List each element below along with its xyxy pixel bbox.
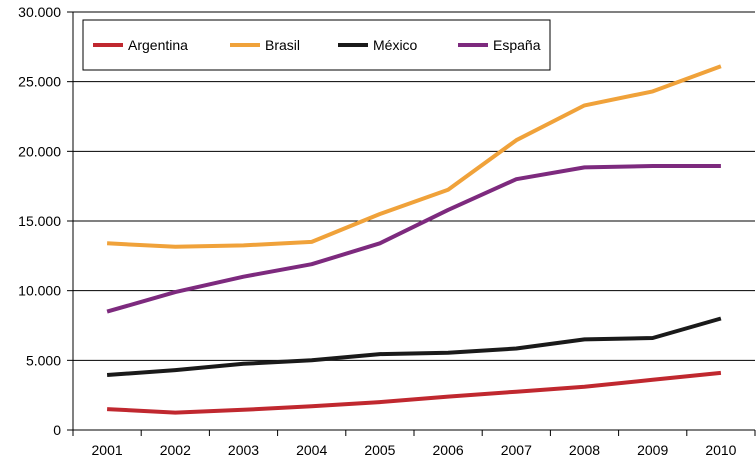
legend-label-españa: España (493, 37, 541, 53)
series-lines (106, 64, 722, 415)
legend-label-méxico: México (373, 37, 418, 53)
y-tick-label-3: 15.000 (18, 213, 61, 229)
y-tick-label-5: 25.000 (18, 74, 61, 90)
legend-label-brasil: Brasil (265, 37, 300, 53)
legend: Argentina Brasil México España (82, 19, 551, 71)
x-tick-label-2001: 2001 (92, 442, 123, 458)
axes (67, 11, 756, 436)
x-tick-label-2009: 2009 (637, 442, 668, 458)
x-tick-label-2002: 2002 (160, 442, 191, 458)
x-tick-label-2004: 2004 (296, 442, 327, 458)
y-tick-label-2: 10.000 (18, 283, 61, 299)
y-tick-label-6: 30.000 (18, 4, 61, 20)
series-line-méxico (106, 316, 722, 377)
series-line-españa (106, 164, 721, 314)
y-tick-label-4: 20.000 (18, 143, 61, 159)
x-tick-label-2008: 2008 (569, 442, 600, 458)
series-line-argentina (106, 370, 722, 415)
y-tick-label-1: 5.000 (26, 352, 61, 368)
x-tick-label-2006: 2006 (433, 442, 464, 458)
x-tick-label-2005: 2005 (364, 442, 395, 458)
y-tick-label-0: 0 (53, 422, 61, 438)
x-tick-labels: 2001 2002 2003 2004 2005 2006 2007 2008 2009 2010 (92, 442, 737, 458)
series-line-brasil (106, 64, 722, 249)
y-tick-labels: 0 5.000 10.000 15.000 20.000 25.000 30.000 (18, 4, 61, 438)
x-tick-label-2003: 2003 (228, 442, 259, 458)
x-tick-label-2007: 2007 (501, 442, 532, 458)
x-tick-label-2010: 2010 (705, 442, 736, 458)
legend-label-argentina: Argentina (128, 37, 188, 53)
